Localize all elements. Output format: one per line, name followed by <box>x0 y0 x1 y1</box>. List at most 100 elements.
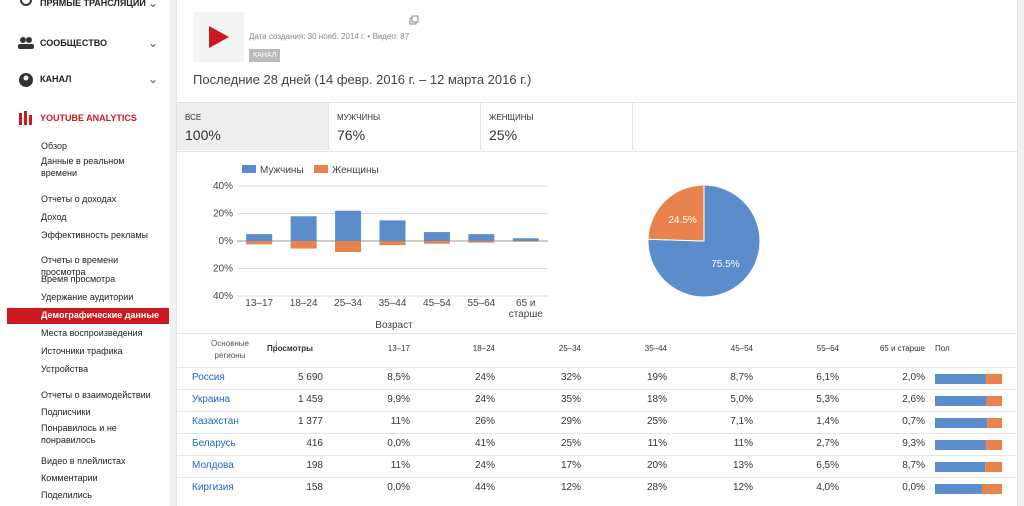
cell: 8,5% <box>387 372 410 383</box>
tab[interactable] <box>329 103 481 150</box>
nav-link[interactable]: Видео в плейлистах <box>41 456 126 466</box>
table-header: Пол <box>935 344 950 353</box>
cell: 13% <box>732 460 753 471</box>
sort-arrow[interactable]: ↓ <box>274 338 279 348</box>
row-divider <box>177 367 1016 368</box>
nav-section[interactable]: ПРЯМЫЕ ТРАНСЛЯЦИИ <box>40 0 146 8</box>
nav-link[interactable]: Подписчики <box>41 407 91 417</box>
nav-section[interactable]: КАНАЛ <box>40 74 72 84</box>
cell: 20% <box>646 460 667 471</box>
cell: 6,5% <box>816 460 839 471</box>
nav-link[interactable]: Отчеты о доходах <box>41 194 117 204</box>
cell: 24% <box>474 460 495 471</box>
nav-link[interactable]: Эффективность рекламы <box>41 230 149 240</box>
nav-link[interactable]: Источники трафика <box>41 346 123 356</box>
cell: 11% <box>733 438 753 449</box>
cell: 25% <box>646 416 667 427</box>
nav-link[interactable]: Устройства <box>41 364 89 374</box>
cell: 35% <box>560 394 581 405</box>
cell: 9,9% <box>387 394 410 405</box>
cell: 198 <box>306 460 323 471</box>
table-header[interactable]: Просмотры <box>266 344 313 353</box>
nav-link[interactable]: Данные в реальном времени <box>41 156 125 178</box>
bar <box>423 241 450 244</box>
cell: 41% <box>474 438 495 449</box>
cell: 8,7% <box>730 372 753 383</box>
nav-link[interactable]: Доход <box>41 212 67 222</box>
cell: 1 459 <box>297 394 323 405</box>
region-link[interactable]: Беларусь <box>192 438 236 449</box>
region-link[interactable]: Молдова <box>192 460 234 471</box>
external-icon[interactable] <box>409 15 419 25</box>
row-divider <box>177 389 1016 390</box>
region-link[interactable]: Украина <box>192 394 231 405</box>
region-link[interactable]: Киргизия <box>192 482 234 493</box>
row-divider <box>177 411 1016 412</box>
gender-bar-female <box>986 396 1002 406</box>
cell: 1 377 <box>297 416 323 427</box>
nav-link[interactable]: Отчеты о времени просмотра <box>41 255 119 277</box>
tab[interactable] <box>481 103 633 150</box>
analytics-icon <box>19 111 32 125</box>
tab-value: 100% <box>185 127 221 143</box>
bar <box>335 241 362 252</box>
tab-label: ВСЕ <box>185 113 202 122</box>
bar <box>512 241 539 242</box>
cell: 0,0% <box>387 438 410 449</box>
cell: 9,3% <box>902 438 925 449</box>
pie-slice <box>647 184 705 242</box>
cell: 24% <box>474 394 495 405</box>
gender-bar-male <box>935 374 986 384</box>
x-tick-label: 13–17 <box>245 298 274 309</box>
active-highlight <box>7 308 169 324</box>
cell: 0,0% <box>902 482 925 493</box>
nav-link[interactable]: Комментарии <box>41 473 98 483</box>
bar <box>468 241 495 243</box>
cell: 32% <box>560 372 581 383</box>
legend-label: Женщины <box>332 165 379 176</box>
bar <box>379 220 406 241</box>
bar <box>379 241 406 246</box>
cell: 1,4% <box>816 416 839 427</box>
y-tick-label: 20% <box>213 209 233 220</box>
gender-bar-female <box>981 484 1002 494</box>
nav-section[interactable]: СООБЩЕСТВО <box>40 38 107 48</box>
nav-link[interactable]: Удержание аудитории <box>41 292 134 302</box>
nav-link[interactable]: Поделились <box>41 490 92 500</box>
row-divider <box>177 477 1016 478</box>
region-link[interactable]: Россия <box>192 372 225 383</box>
tab[interactable] <box>177 103 329 150</box>
x-tick-label: 25–34 <box>334 298 362 309</box>
gender-bar-male <box>935 418 988 428</box>
nav-section[interactable]: YOUTUBE ANALYTICS <box>40 113 137 123</box>
bar <box>246 241 273 245</box>
table-divider <box>177 333 1017 334</box>
table-header: 18–24 <box>472 344 495 353</box>
cell: 4,0% <box>816 482 839 493</box>
nav-link[interactable]: Обзор <box>41 141 67 151</box>
chevron[interactable]: ⌄ <box>148 36 159 50</box>
cell: 5 690 <box>297 372 323 383</box>
nav-link[interactable]: Места воспроизведения <box>41 328 143 338</box>
bar <box>512 238 539 241</box>
cell: 11% <box>390 416 410 427</box>
bar <box>290 216 317 241</box>
cell: 11% <box>647 438 667 449</box>
nav-link[interactable]: Демографические данные <box>41 310 160 320</box>
region-link[interactable]: Казахстан <box>192 416 239 427</box>
y-tick-label: 20% <box>213 264 233 275</box>
nav-link[interactable]: Понравилось и не понравилось <box>41 423 117 445</box>
y-tick-label: 40% <box>213 291 233 302</box>
nav-link[interactable]: Отчеты о взаимодействии <box>41 390 151 400</box>
gender-bar-female <box>987 418 1002 428</box>
legend-swatch <box>314 165 328 173</box>
gender-bar-male <box>935 462 986 472</box>
gender-bar-male <box>935 440 986 450</box>
chevron[interactable]: ⌄ <box>148 0 159 10</box>
cell: 26% <box>474 416 495 427</box>
chevron[interactable]: ⌄ <box>148 72 159 86</box>
cell: 416 <box>306 438 323 449</box>
nav-link[interactable]: Время просмотра <box>41 274 116 284</box>
main-panel: Дата создания: 30 нояб. 2014 г. • Видео:… <box>176 0 1018 506</box>
